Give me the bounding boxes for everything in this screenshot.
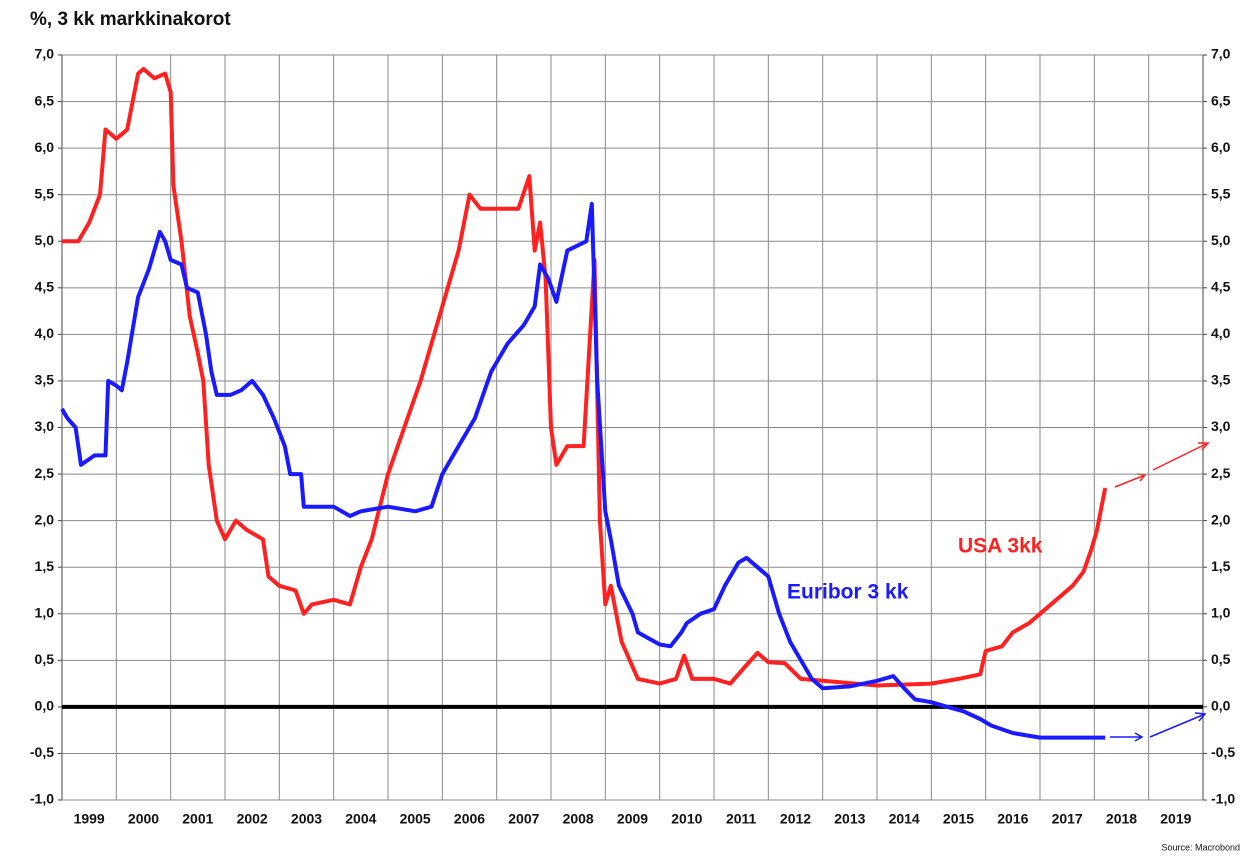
- y-tick-label: 4,5: [35, 279, 55, 295]
- x-tick-label: 2017: [1052, 811, 1083, 827]
- x-tick-label: 2018: [1106, 811, 1137, 827]
- y2-tick-label: 2,0: [1211, 511, 1231, 527]
- x-tick-label: 2016: [997, 811, 1028, 827]
- y-tick-label: 3,0: [35, 418, 55, 434]
- x-tick-label: 2011: [726, 811, 757, 827]
- legend-label: Euribor 3 kk: [787, 581, 909, 604]
- y-tick-label: 5,0: [35, 232, 55, 248]
- x-tick-label: 2006: [454, 811, 485, 827]
- y2-tick-label: 3,5: [1211, 372, 1231, 388]
- y2-tick-label: 6,0: [1211, 139, 1231, 155]
- x-tick-label: 2013: [834, 811, 865, 827]
- y-tick-label: 1,0: [35, 604, 55, 620]
- y2-tick-label: 4,5: [1211, 279, 1231, 295]
- y-tick-label: -1,0: [30, 791, 54, 807]
- x-tick-label: 2001: [182, 811, 213, 827]
- y2-tick-label: 1,0: [1211, 604, 1231, 620]
- y-tick-label: 7,0: [35, 46, 55, 62]
- y2-tick-label: 1,5: [1211, 558, 1231, 574]
- y2-tick-label: 2,5: [1211, 465, 1231, 481]
- y2-tick-label: 0,0: [1211, 698, 1231, 714]
- source: Source: Macrobond: [1161, 842, 1240, 852]
- forecast-arrows: [1110, 442, 1210, 742]
- line: [60, 202, 1106, 740]
- y2-tick-label: 4,0: [1211, 325, 1231, 341]
- y-tick-label: 1,5: [35, 558, 55, 574]
- x-tick-label: 2007: [508, 811, 539, 827]
- y2-tick-label: -1,0: [1211, 791, 1235, 807]
- y2-tick-label: 6,5: [1211, 92, 1231, 108]
- x-tick-label: 2003: [291, 811, 322, 827]
- y2-tick-label: -0,5: [1211, 744, 1235, 760]
- arrow: [1149, 712, 1207, 738]
- x-tick-label: 2012: [780, 811, 811, 827]
- x-tick-label: 2005: [400, 811, 431, 827]
- x-tick-label: 2009: [617, 811, 648, 827]
- y-tick-label: 6,0: [35, 139, 55, 155]
- y-tick-label: 0,5: [35, 651, 55, 667]
- y-tick-label: 5,5: [35, 185, 55, 201]
- x-tick-label: 2002: [237, 811, 268, 827]
- x-tick-label: 2010: [671, 811, 702, 827]
- arrow: [1114, 473, 1147, 488]
- x-tick-label: 2015: [943, 811, 974, 827]
- x-tick-label: 2014: [889, 811, 920, 827]
- y2-tick-label: 3,0: [1211, 418, 1231, 434]
- x-tick-label: 2004: [345, 811, 376, 827]
- y-tick-label: -0,5: [30, 744, 54, 760]
- x-tick-label: 2000: [128, 811, 159, 827]
- y-tick-label: 6,5: [35, 92, 55, 108]
- y2-tick-label: 5,5: [1211, 185, 1231, 201]
- y2-tick-label: 5,0: [1211, 232, 1231, 248]
- chart-title: %, 3 kk markkinakorot: [30, 9, 231, 30]
- x-tick-label: 2008: [563, 811, 594, 827]
- y-tick-label: 2,5: [35, 465, 55, 481]
- y-tick-label: 4,0: [35, 325, 55, 341]
- line: [62, 67, 1108, 688]
- x-tick-label: 1999: [74, 811, 105, 827]
- y-tick-label: 3,5: [35, 372, 55, 388]
- y-tick-label: 0,0: [35, 698, 55, 714]
- y2-tick-label: 7,0: [1211, 46, 1231, 62]
- arrow: [1110, 732, 1144, 742]
- arrow: [1152, 442, 1210, 471]
- x-tick-label: 2019: [1160, 811, 1191, 827]
- y-tick-label: 2,0: [35, 511, 55, 527]
- y2-tick-label: 0,5: [1211, 651, 1231, 667]
- legend-label: USA 3kk: [958, 535, 1043, 558]
